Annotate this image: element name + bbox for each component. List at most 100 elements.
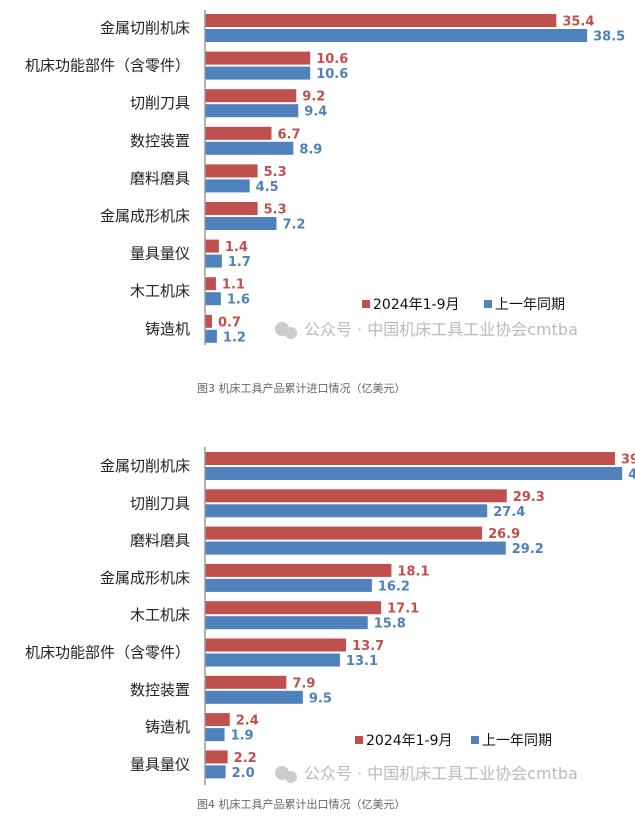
data-label: 40.5 bbox=[628, 468, 635, 483]
wechat-icon bbox=[285, 771, 297, 783]
bar-previous bbox=[205, 616, 368, 630]
data-label: 16.2 bbox=[378, 579, 410, 594]
category-row: 金属切削机床 39.840.5 bbox=[100, 452, 635, 483]
bar-previous bbox=[205, 578, 372, 592]
chart-caption: 图3 机床工具产品累计进口情况（亿美元） bbox=[197, 381, 406, 395]
legend-item: 上一年同期 bbox=[471, 733, 552, 749]
data-label: 15.8 bbox=[374, 617, 406, 632]
data-label: 18.1 bbox=[397, 564, 429, 579]
category-row: 切削刀具 9.29.4 bbox=[130, 89, 327, 120]
bar-current bbox=[205, 526, 483, 540]
category-label: 量具量仪 bbox=[130, 245, 190, 263]
data-label: 0.7 bbox=[218, 315, 241, 330]
data-label: 29.2 bbox=[512, 542, 544, 557]
data-label: 7.2 bbox=[282, 218, 305, 233]
bar-previous bbox=[205, 292, 221, 306]
data-label: 6.7 bbox=[277, 127, 300, 142]
category-label: 切削刀具 bbox=[130, 94, 190, 112]
category-row: 磨料磨具 5.34.5 bbox=[130, 164, 287, 195]
watermark: 公众号 · 中国机床工具工业协会cmtba bbox=[275, 320, 578, 339]
category-row: 数控装置 6.78.9 bbox=[130, 126, 322, 157]
category-row: 金属切削机床 35.438.5 bbox=[100, 14, 625, 45]
legend-swatch bbox=[362, 300, 370, 308]
bar-previous bbox=[205, 329, 217, 343]
legend-item: 2024年1-9月 bbox=[355, 733, 453, 749]
category-row: 铸造机 2.41.9 bbox=[145, 713, 259, 744]
category-label: 磨料磨具 bbox=[130, 532, 190, 550]
data-label: 1.7 bbox=[228, 255, 251, 270]
category-row: 切削刀具 29.327.4 bbox=[130, 489, 545, 520]
category-row: 木工机床 17.115.8 bbox=[130, 601, 419, 632]
category-row: 数控装置 7.99.5 bbox=[130, 675, 332, 706]
data-label: 4.5 bbox=[256, 180, 279, 195]
bar-previous bbox=[205, 217, 277, 230]
category-label: 机床功能部件（含零件） bbox=[25, 644, 190, 662]
bar-previous bbox=[205, 467, 623, 480]
bar-previous bbox=[205, 66, 311, 80]
bar-current bbox=[205, 563, 392, 577]
data-label: 39.8 bbox=[621, 453, 635, 468]
category-row: 磨料磨具 26.929.2 bbox=[130, 526, 544, 557]
data-label: 10.6 bbox=[316, 67, 348, 82]
bar-current bbox=[205, 14, 557, 27]
data-label: 5.3 bbox=[264, 203, 287, 218]
bar-previous bbox=[205, 504, 488, 518]
data-label: 1.6 bbox=[227, 293, 250, 308]
data-label: 2.2 bbox=[234, 751, 257, 766]
data-label: 2.0 bbox=[232, 766, 255, 781]
category-label: 木工机床 bbox=[130, 606, 190, 624]
bar-previous bbox=[205, 179, 250, 193]
legend-label: 2024年1-9月 bbox=[366, 733, 453, 749]
category-label: 机床功能部件（含零件） bbox=[25, 57, 190, 75]
data-label: 17.1 bbox=[387, 602, 419, 617]
bar-current bbox=[205, 750, 228, 764]
bar-current bbox=[205, 489, 507, 503]
watermark: 公众号 · 中国机床工具工业协会cmtba bbox=[275, 764, 578, 783]
category-row: 机床功能部件（含零件） 13.713.1 bbox=[25, 638, 384, 669]
data-label: 26.9 bbox=[488, 527, 520, 542]
category-label: 铸造机 bbox=[145, 718, 190, 736]
bar-current bbox=[205, 239, 219, 253]
category-label: 金属成形机床 bbox=[100, 207, 190, 225]
bar-current bbox=[205, 638, 347, 652]
data-label: 1.2 bbox=[223, 330, 246, 345]
bar-current bbox=[205, 51, 311, 65]
data-label: 9.4 bbox=[304, 105, 327, 120]
category-label: 金属切削机床 bbox=[100, 457, 190, 475]
category-row: 量具量仪 2.22.0 bbox=[130, 750, 257, 781]
category-label: 金属成形机床 bbox=[100, 569, 190, 587]
bar-current bbox=[205, 202, 258, 215]
category-row: 金属成形机床 5.37.2 bbox=[100, 202, 305, 233]
data-label: 13.7 bbox=[352, 639, 384, 654]
legend: 2024年1-9月 上一年同期 bbox=[355, 733, 552, 749]
chart-1: 公众号 · 中国机床工具工业协会cmtba 金属切削机床 35.438.5 机床功能部… bbox=[25, 10, 625, 395]
category-row: 量具量仪 1.41.7 bbox=[130, 239, 251, 270]
data-label: 10.6 bbox=[316, 52, 348, 67]
wechat-icon bbox=[285, 327, 297, 339]
category-label: 数控装置 bbox=[130, 132, 190, 150]
legend-label: 上一年同期 bbox=[482, 733, 552, 749]
bar-previous bbox=[205, 29, 588, 42]
data-label: 27.4 bbox=[493, 505, 525, 520]
legend-swatch bbox=[355, 736, 363, 744]
bar-previous bbox=[205, 254, 222, 268]
bar-current bbox=[205, 164, 258, 178]
bar-current bbox=[205, 314, 212, 328]
legend-label: 2024年1-9月 bbox=[373, 297, 460, 313]
legend-item: 2024年1-9月 bbox=[362, 297, 460, 313]
data-label: 35.4 bbox=[562, 15, 594, 30]
legend-item: 上一年同期 bbox=[484, 297, 565, 313]
legend-swatch bbox=[484, 300, 492, 308]
data-label: 13.1 bbox=[346, 654, 378, 669]
category-row: 机床功能部件（含零件） 10.610.6 bbox=[25, 51, 348, 82]
chart-caption: 图4 机床工具产品累计出口情况（亿美元） bbox=[197, 797, 406, 811]
data-label: 29.3 bbox=[513, 490, 545, 505]
category-row: 金属成形机床 18.116.2 bbox=[100, 563, 430, 594]
bar-previous bbox=[205, 765, 226, 779]
data-label: 5.3 bbox=[264, 165, 287, 180]
category-label: 木工机床 bbox=[130, 282, 190, 300]
bar-current bbox=[205, 89, 297, 103]
watermark-text: 公众号 · 中国机床工具工业协会cmtba bbox=[304, 764, 578, 783]
bar-previous bbox=[205, 653, 340, 667]
